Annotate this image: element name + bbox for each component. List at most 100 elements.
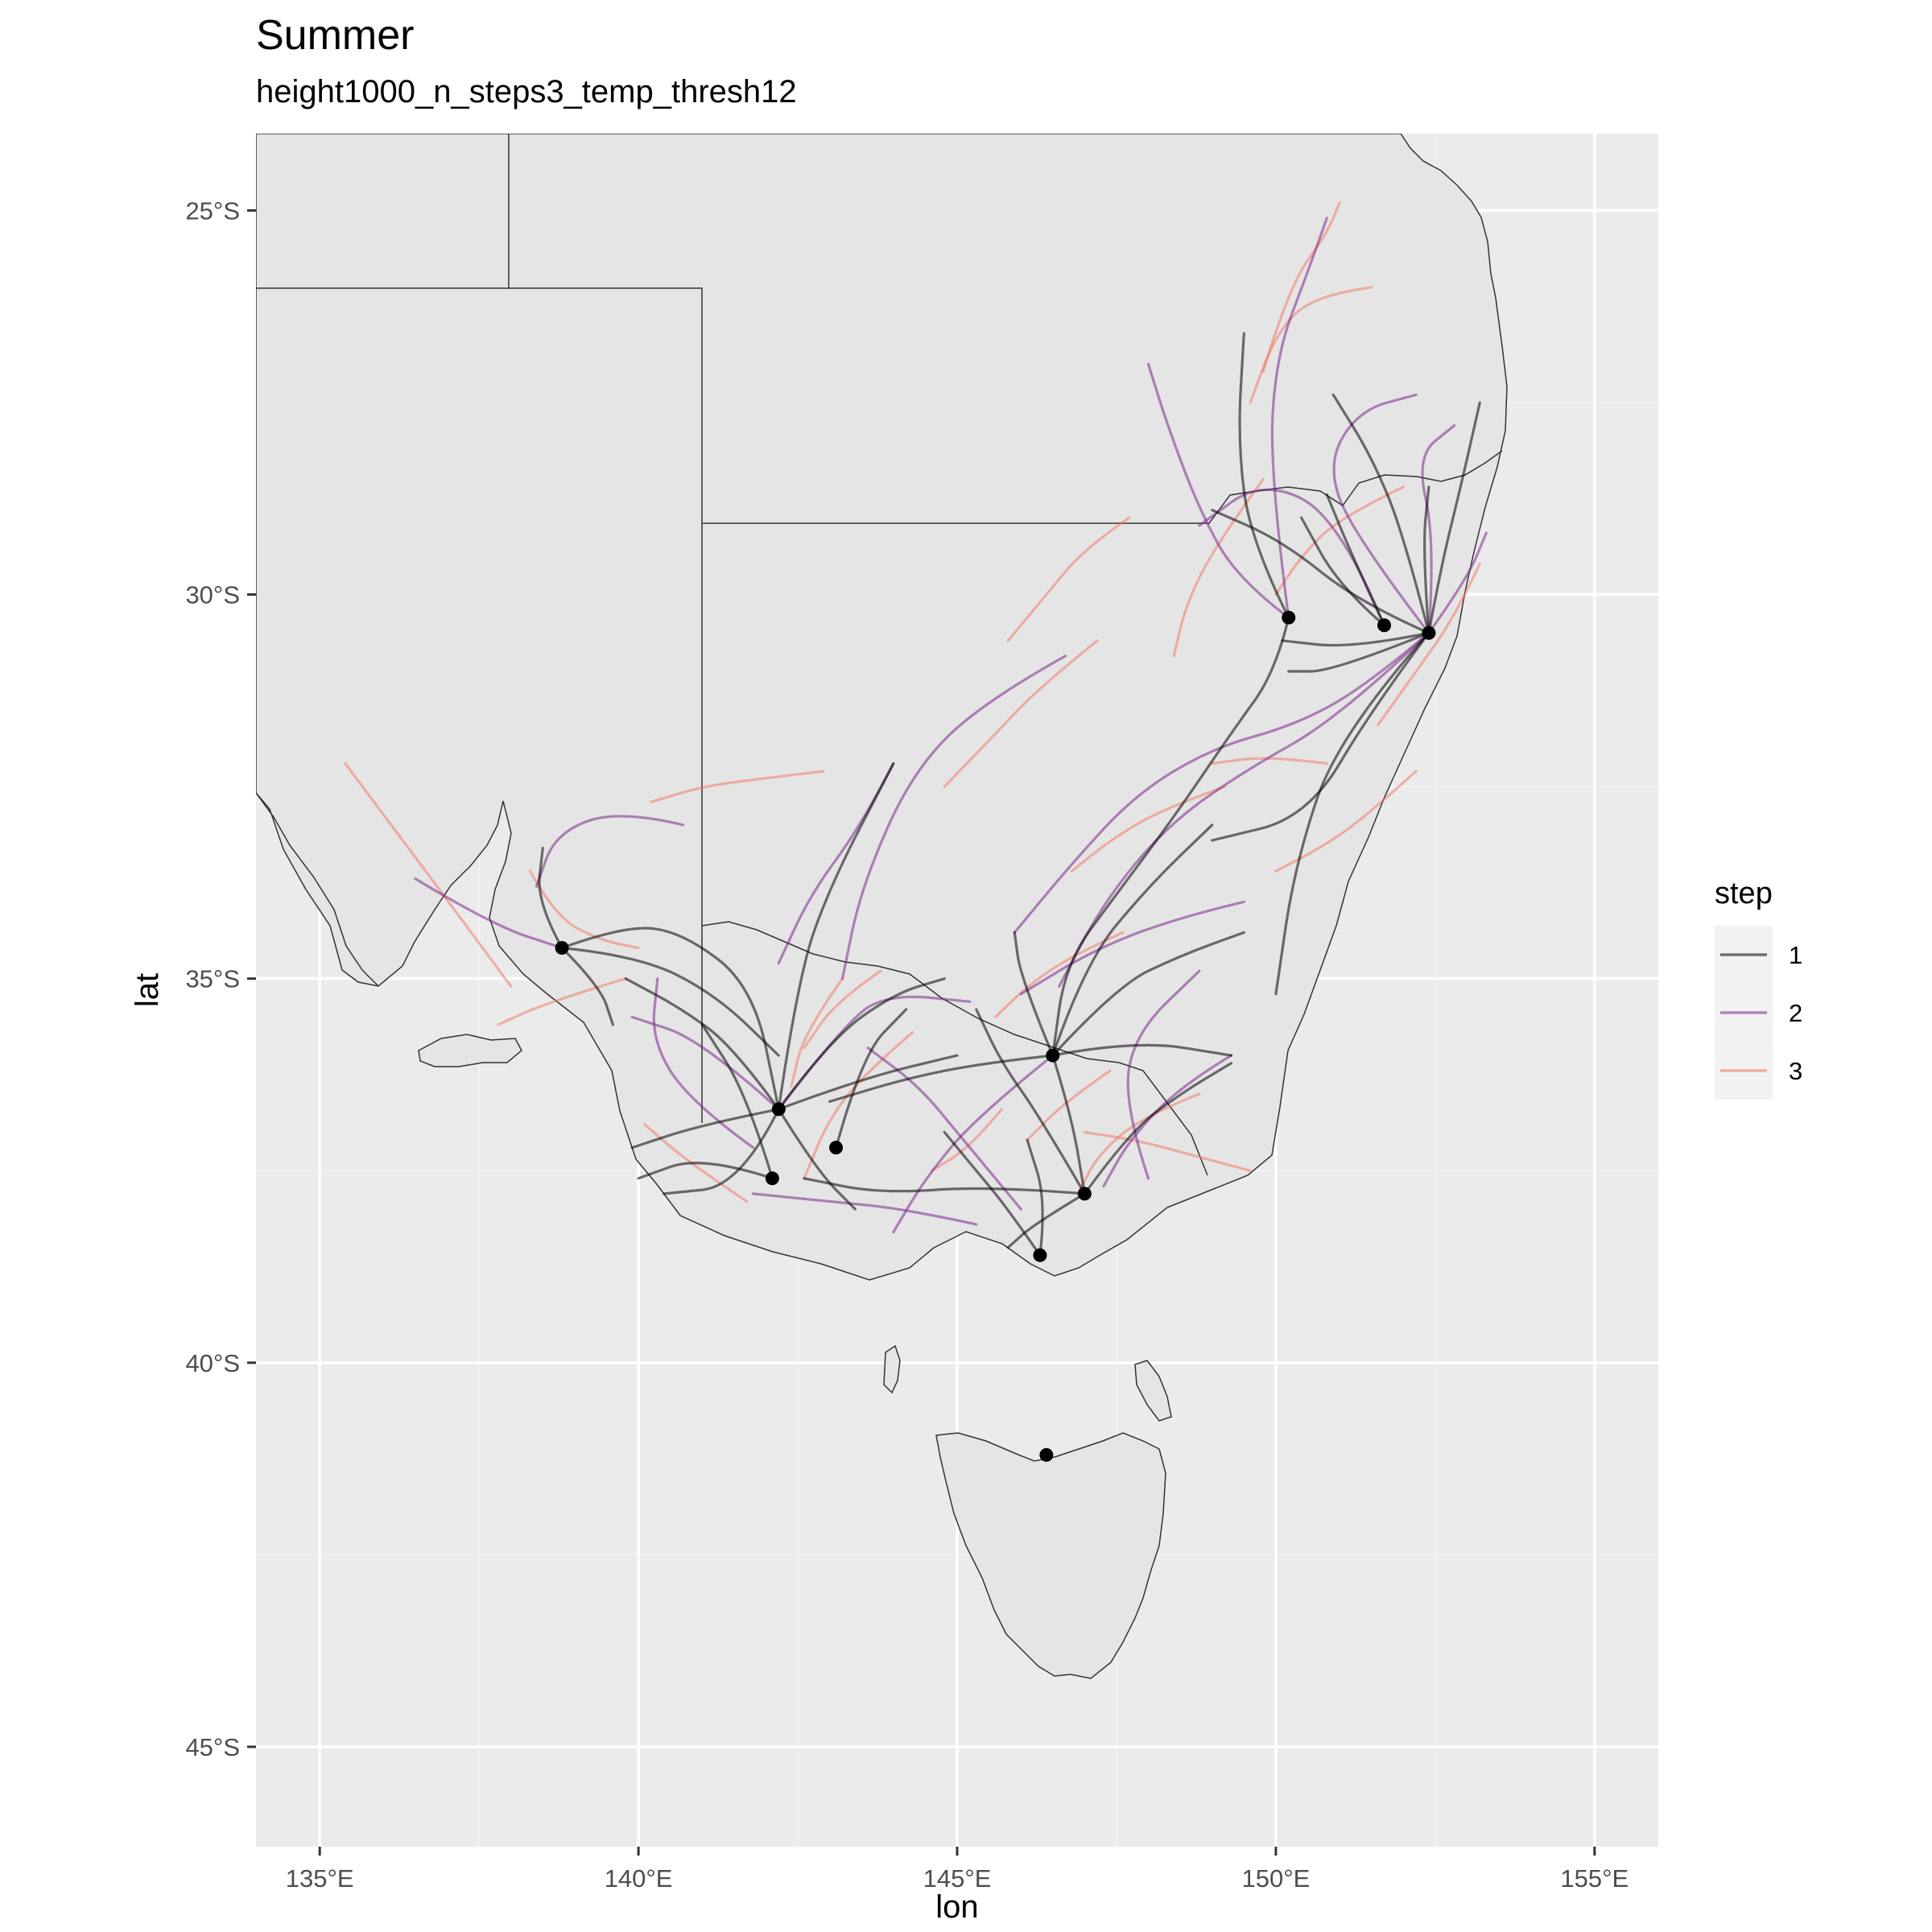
trajectory-step-2	[1019, 900, 1245, 996]
x-axis-label: lon	[935, 1889, 978, 1925]
x-tick-label: 135°E	[286, 1864, 354, 1893]
trajectory-step-1	[1051, 1043, 1233, 1057]
trajectory-step-1	[1051, 616, 1290, 1057]
trajectory-step-1	[943, 1130, 1042, 1257]
y-tick-label: 45°S	[185, 1733, 240, 1761]
trajectory-step-3	[1261, 201, 1341, 374]
trajectory-step-1	[1274, 631, 1430, 996]
station-point	[1046, 1048, 1060, 1063]
trajectory-step-3	[528, 869, 640, 950]
land-layer	[256, 134, 1508, 1679]
trajectory-step-3	[1172, 477, 1265, 658]
trajectory-step-1	[560, 927, 780, 1111]
trajectory-step-1	[1006, 1192, 1086, 1249]
trajectory-step-1	[777, 762, 895, 1111]
flinders-island	[1134, 1360, 1172, 1422]
station-points	[555, 610, 1436, 1462]
x-tick-label: 145°E	[923, 1864, 992, 1893]
sa-border	[509, 287, 703, 1123]
trajectory-step-3	[1006, 516, 1131, 642]
trajectory-step-1	[835, 1008, 908, 1150]
trajectory-step-2	[1058, 631, 1430, 988]
station-point	[1039, 1447, 1054, 1462]
trajectory-step-3	[803, 1030, 914, 1180]
legend: step 1 2 3	[1715, 877, 1802, 1100]
trajectory-step-2	[1270, 217, 1328, 619]
trajectory-step-1	[828, 1054, 1055, 1103]
legend-entry-label: 2	[1789, 999, 1802, 1027]
trajectory-step-2	[535, 815, 685, 888]
trajectory-step-1	[1026, 1138, 1044, 1257]
trajectory-step-1	[637, 1162, 774, 1180]
chart-subtitle: height1000_n_steps3_temp_thresh12	[256, 74, 797, 109]
legend-title: step	[1715, 877, 1773, 910]
trajectory-step-1	[1051, 931, 1245, 1057]
trajectory-step-1	[1331, 393, 1430, 634]
trajectory-step-1	[803, 1177, 1086, 1195]
station-point	[1282, 610, 1296, 625]
trajectory-step-1	[663, 1108, 780, 1195]
y-tick-label: 40°S	[185, 1349, 240, 1377]
trajectory-step-3	[1274, 485, 1405, 597]
trajectory-step-3	[650, 770, 825, 803]
x-tick-label: 155°E	[1560, 1864, 1629, 1893]
trajectory-step-1	[1325, 493, 1386, 627]
trajectory-step-1	[538, 846, 564, 950]
kangaroo-island	[418, 1034, 522, 1067]
station-point	[771, 1102, 786, 1117]
y-tick-label: 35°S	[185, 965, 240, 993]
nsw-qld-border	[702, 450, 1503, 524]
trajectory-step-3	[1026, 1069, 1112, 1141]
trajectory-step-3	[1076, 1092, 1201, 1195]
trajectory-step-3	[803, 969, 882, 1050]
chart-title: Summer	[256, 12, 415, 59]
station-point	[1033, 1248, 1047, 1262]
trajectory-step-2	[1146, 362, 1290, 619]
trajectory-step-1	[1083, 1062, 1233, 1195]
nsw-vic-border	[701, 921, 1208, 1176]
trajectory-step-1	[1013, 931, 1055, 1057]
station-point	[555, 941, 569, 956]
trajectory-step-3	[497, 977, 627, 1026]
trajectory-step-1	[1051, 824, 1214, 1057]
trajectory-step-1	[1287, 631, 1430, 673]
trajectory-step-3	[344, 762, 513, 988]
x-tick-label: 140°E	[605, 1864, 673, 1893]
y-tick-label: 25°S	[185, 196, 240, 225]
trajectory-step-1	[1423, 485, 1430, 634]
trajectory-step-3	[930, 1108, 1003, 1172]
trajectory-step-1	[700, 1023, 774, 1180]
trajectory-step-1	[560, 946, 780, 1057]
station-point	[1422, 625, 1436, 640]
trajectory-step-2	[1427, 531, 1488, 634]
station-point	[765, 1171, 779, 1186]
trajectory-step-1	[624, 977, 780, 1111]
trajectory-step-1	[1238, 332, 1290, 619]
trajectory-step-3	[790, 977, 844, 1088]
y-axis: 25°S 30°S 35°S 40°S 45°S	[185, 196, 256, 1761]
tasmania	[935, 1432, 1166, 1679]
trajectory-step-1	[975, 1008, 1086, 1195]
trajectory-step-2	[414, 877, 564, 950]
station-point	[1077, 1187, 1092, 1201]
legend-entry-label: 3	[1789, 1057, 1802, 1085]
trajectory-step-2	[1013, 631, 1430, 934]
trajectory-step-3	[1070, 785, 1227, 873]
trajectory-step-3	[1274, 770, 1418, 873]
trajectory-step-1	[1427, 401, 1481, 634]
trajectory-step-3	[1083, 1130, 1252, 1172]
y-tick-label: 30°S	[185, 581, 240, 609]
trajectory-step-3	[943, 639, 1099, 788]
trajectory-step-2	[630, 1015, 780, 1111]
eyre-peninsula-coast	[256, 792, 379, 987]
trajectory-step-1	[1281, 631, 1430, 647]
trajectory-step-2	[1332, 393, 1430, 634]
trajectory-step-2	[752, 1192, 978, 1226]
king-island	[883, 1344, 901, 1394]
trajectory-step-1	[1211, 509, 1430, 634]
trajectory-step-1	[777, 977, 946, 1111]
station-point	[1377, 618, 1392, 633]
trajectory-step-1	[777, 1108, 857, 1211]
trajectory-step-1	[1300, 516, 1386, 627]
